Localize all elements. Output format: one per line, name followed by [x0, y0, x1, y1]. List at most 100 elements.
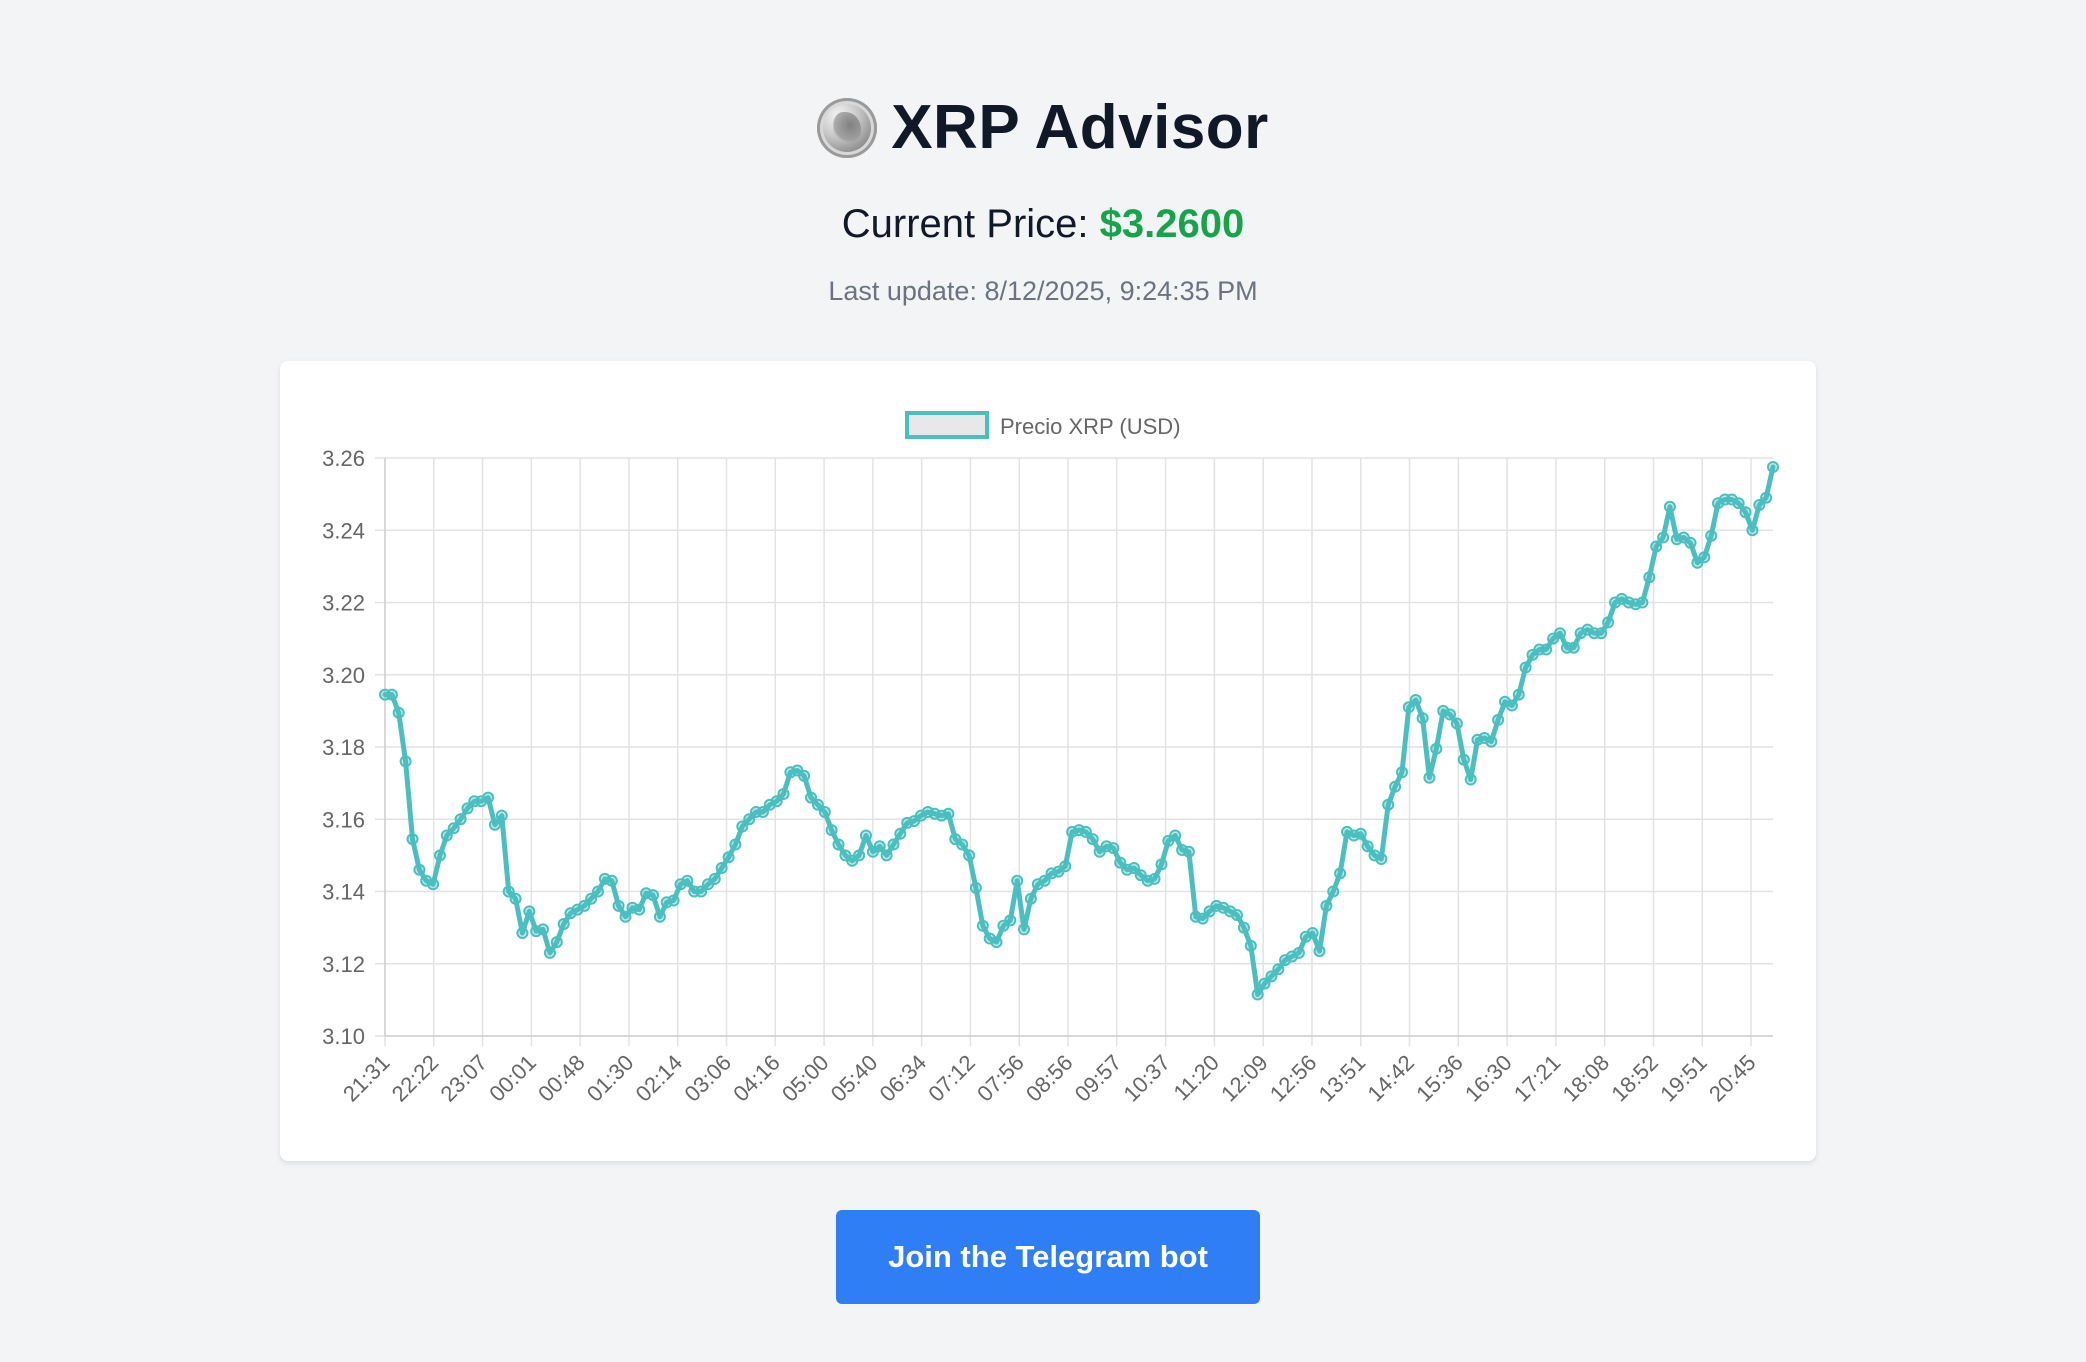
xrp-coin-icon	[817, 97, 878, 158]
data-point	[1182, 845, 1195, 858]
join-telegram-button[interactable]: Join the Telegram bot	[836, 1210, 1260, 1304]
data-point	[1389, 780, 1402, 793]
data-point	[653, 910, 666, 923]
x-axis: 21:3122:2223:0700:0100:4801:3002:1403:06…	[338, 1050, 1761, 1107]
data-point	[550, 936, 563, 949]
data-point	[454, 813, 467, 826]
data-point	[1732, 497, 1745, 510]
data-point	[1409, 694, 1422, 706]
data-point	[1684, 536, 1697, 549]
data-point	[1128, 862, 1140, 874]
data-point	[770, 795, 783, 808]
data-point	[743, 813, 756, 826]
data-point	[1519, 661, 1532, 674]
data-point	[1650, 540, 1663, 553]
data-point	[1251, 988, 1264, 1001]
x-tick-label: 23:07	[435, 1050, 492, 1107]
x-tick-label: 14:42	[1362, 1050, 1419, 1107]
y-tick-label: 3.18	[322, 735, 365, 760]
x-tick-label: 07:12	[923, 1050, 980, 1107]
data-point	[805, 791, 817, 804]
data-point	[461, 802, 474, 815]
data-point	[1602, 616, 1615, 629]
x-tick-label: 08:56	[1021, 1050, 1078, 1107]
data-point	[956, 838, 969, 851]
legend-label: Precio XRP (USD)	[1000, 414, 1181, 439]
data-point	[1011, 874, 1024, 887]
data-point	[1327, 885, 1340, 898]
data-point	[399, 755, 412, 768]
data-point	[1657, 531, 1670, 544]
x-tick-label: 21:31	[338, 1050, 395, 1107]
data-point	[1148, 872, 1161, 885]
data-point	[1306, 927, 1319, 939]
data-point	[1320, 899, 1333, 912]
data-point	[1595, 627, 1608, 640]
data-point	[1382, 798, 1395, 811]
data-point	[1505, 699, 1518, 712]
data-point	[1464, 773, 1477, 786]
x-tick-label: 11:20	[1168, 1050, 1223, 1105]
y-tick-label: 3.14	[322, 880, 365, 905]
data-point	[887, 838, 900, 851]
price-series	[379, 461, 1779, 1001]
y-tick-label: 3.10	[322, 1024, 365, 1049]
x-tick-label: 12:09	[1216, 1050, 1273, 1107]
data-point	[537, 923, 549, 936]
data-point	[880, 849, 893, 862]
data-point	[942, 807, 955, 820]
data-point	[1485, 735, 1498, 748]
data-point	[1107, 842, 1120, 855]
y-tick-label: 3.22	[322, 591, 365, 616]
data-point	[557, 918, 570, 930]
x-tick-label: 20:45	[1704, 1050, 1761, 1107]
data-point	[667, 894, 680, 907]
x-tick-label: 07:56	[972, 1050, 1029, 1107]
data-point	[1430, 742, 1443, 755]
data-point	[1375, 853, 1388, 865]
data-point	[798, 769, 811, 782]
data-point	[736, 820, 749, 833]
x-tick-label: 15:36	[1411, 1050, 1468, 1107]
data-point	[818, 806, 831, 818]
y-tick-label: 3.16	[322, 807, 365, 832]
x-tick-label: 16:30	[1460, 1050, 1517, 1107]
current-price-value: $3.2600	[1099, 202, 1245, 246]
x-tick-label: 18:08	[1558, 1050, 1615, 1107]
data-point	[612, 899, 625, 912]
data-point	[1760, 491, 1773, 504]
data-point	[578, 899, 591, 912]
data-point	[811, 798, 824, 811]
data-point	[1018, 923, 1030, 936]
data-point	[447, 822, 460, 835]
title-row: XRP Advisor	[0, 92, 2086, 163]
data-point	[1457, 753, 1470, 766]
data-point	[1450, 717, 1463, 730]
data-point	[1705, 529, 1718, 542]
x-tick-label: 00:48	[533, 1050, 590, 1107]
data-point	[440, 829, 453, 842]
x-tick-label: 01:30	[582, 1050, 639, 1107]
data-point	[853, 849, 866, 862]
y-tick-label: 3.20	[322, 663, 365, 688]
current-price-label: Current Price:	[841, 202, 1100, 246]
x-tick-label: 19:51	[1655, 1050, 1712, 1107]
legend-swatch	[905, 411, 989, 439]
data-point	[1767, 461, 1779, 473]
data-point	[1231, 909, 1243, 921]
x-tick-label: 09:57	[1070, 1050, 1127, 1107]
data-point	[1334, 867, 1347, 880]
data-point	[1114, 856, 1127, 869]
data-point	[434, 849, 446, 862]
data-point	[832, 838, 845, 851]
data-point	[1739, 506, 1752, 519]
y-tick-label: 3.26	[322, 446, 365, 471]
data-point	[681, 874, 694, 887]
x-tick-label: 17:21	[1509, 1050, 1566, 1107]
data-point	[1492, 713, 1505, 726]
data-point	[406, 833, 419, 846]
y-axis: 3.26 3.24 3.22 3.20 3.18 3.16 3.14 3.12 3.10	[322, 446, 365, 1049]
x-tick-label: 05:00	[777, 1050, 834, 1107]
x-tick-label: 12:56	[1265, 1050, 1322, 1107]
data-point	[392, 706, 405, 719]
